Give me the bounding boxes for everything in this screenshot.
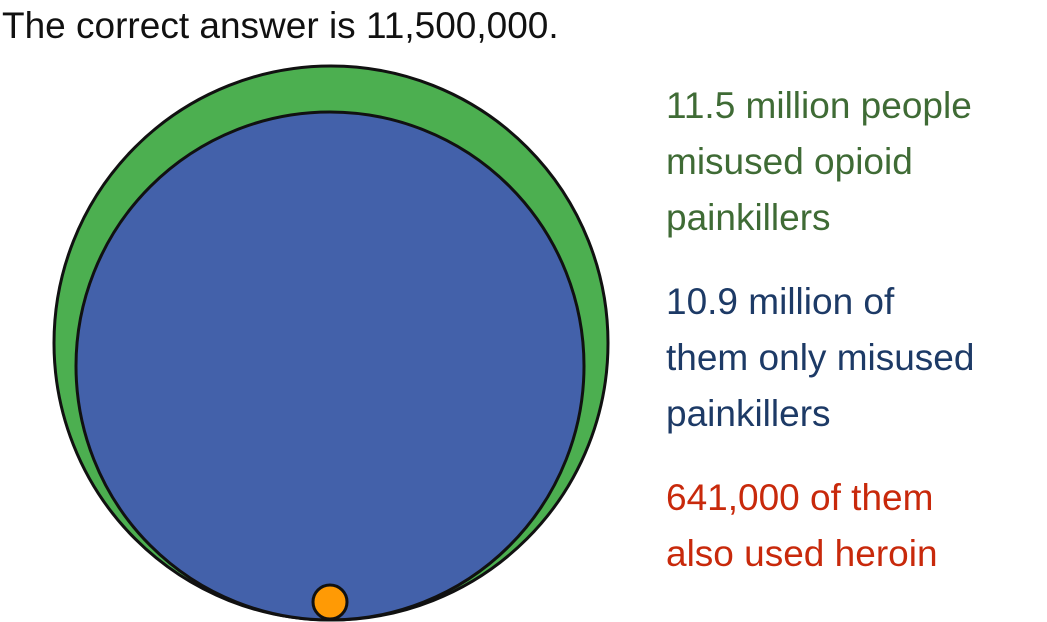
legend-total-label: 11.5 million people misused opioid paink… [666,85,972,238]
only-painkillers-circle [74,110,586,622]
legend-only-painkillers-label: 10.9 million of them only misused painki… [666,281,975,434]
heroin-circle [311,583,349,621]
legend-heroin-label: 641,000 of them also used heroin [666,477,938,574]
headline: The correct answer is 11,500,000. [2,5,559,46]
